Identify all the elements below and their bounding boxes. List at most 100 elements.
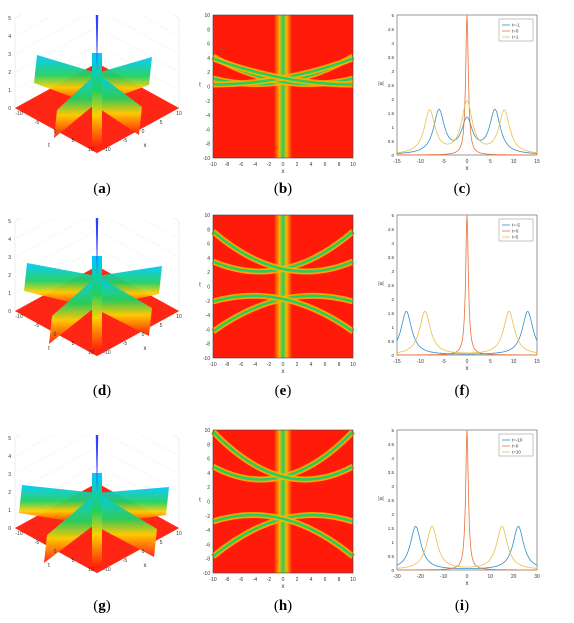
series-line-t=1 [397, 100, 537, 154]
x-tick-label: -2 [267, 362, 272, 368]
soliton-band [212, 513, 354, 558]
y-tick-label: 4 [207, 56, 210, 62]
t-tick-label: 0 [54, 332, 57, 338]
wall-grid [96, 26, 180, 73]
z-tick-label: 3 [8, 255, 11, 261]
y-tick-label: -8 [206, 557, 211, 563]
y-tick-label: -2 [206, 514, 211, 520]
y-tick-label: 2 [207, 70, 210, 76]
x-tick-label: -8 [225, 362, 230, 368]
y-tick-label: 2 [391, 297, 394, 302]
y-tick-label: 4 [207, 256, 210, 262]
x-tick-label: -10 [103, 147, 110, 153]
y-tick-label: 0 [207, 85, 210, 91]
rogue-wave-peak [95, 435, 99, 493]
density-plot-e: 10 8 6 4 2 0 -2 -4 -6 -8 -10-10 -8 -6 -4 -2 0 2 4 6 8 10 x t [199, 213, 356, 375]
y-tick-label: -6 [206, 327, 211, 333]
legend-entry: t=-5 [512, 223, 520, 228]
y-tick-label: -4 [206, 528, 211, 534]
caption-e: (e) [274, 383, 292, 399]
y-tick-label: 1.5 [388, 526, 395, 531]
z-tick-label: 0 [8, 309, 11, 315]
y-tick-label: -8 [206, 142, 211, 148]
x-tick-label: -5 [441, 359, 446, 365]
z-tick-label: 2 [8, 273, 11, 279]
y-tick-label: 1.5 [388, 111, 395, 116]
t-tick-label: 0 [54, 129, 57, 135]
x-axis-label: x [144, 563, 147, 569]
x-tick-label: -5 [123, 138, 128, 144]
line-plot-c: 0 0.5 1 1.5 2 2.5 3 3.5 4 4.5 5 -15 -10 -5 0 5 10 15 x |u| t… [378, 13, 540, 172]
y-tick-label: 4 [207, 471, 210, 477]
t-tick-label: 5 [72, 138, 75, 144]
legend-entry: t=0 [512, 29, 519, 34]
plot-frame [212, 14, 354, 159]
vertical-soliton-band [274, 430, 292, 573]
x-tick-label: 2 [296, 362, 299, 368]
y-tick-label: 1.5 [388, 311, 395, 316]
t-axis-label: t [48, 143, 50, 149]
x-tick-label: -10 [103, 350, 110, 356]
y-tick-label: 3 [391, 269, 394, 274]
wall-grid [14, 15, 87, 55]
x-tick-label: 5 [160, 323, 163, 329]
x-tick-label: -5 [123, 341, 128, 347]
wall-grid [14, 435, 54, 457]
wall-grid [14, 26, 98, 73]
x-tick-label: -10 [209, 362, 216, 368]
wall-grid [107, 218, 180, 258]
x-tick-label: 6 [324, 162, 327, 168]
t-tick-label: -5 [35, 120, 40, 126]
y-tick-label: -6 [206, 127, 211, 133]
series-line-t=5 [397, 310, 537, 354]
x-tick-label: 8 [338, 577, 341, 583]
x-tick-label: -6 [239, 577, 244, 583]
rogue-wave-peak [95, 15, 99, 73]
caption-i: (i) [454, 598, 470, 614]
legend-entry: t=1 [512, 35, 519, 40]
legend-entry: t=0 [512, 444, 519, 449]
caption-g: (g) [93, 598, 111, 614]
t-tick-label: -10 [15, 531, 22, 537]
line-plot-f: 0 0.5 1 1.5 2 2.5 3 3.5 4 4.5 5 -15 -10 -5 0 5 10 15 x |u| t… [378, 213, 540, 372]
y-tick-label: 3 [391, 484, 394, 489]
wall-grid [96, 446, 180, 493]
x-tick-label: -6 [239, 162, 244, 168]
wall-grid [14, 15, 54, 37]
t-tick-label: -10 [15, 314, 22, 320]
central-ridge [92, 53, 102, 148]
t-tick-label: 10 [88, 147, 94, 153]
y-tick-label: -2 [206, 99, 211, 105]
y-tick-label: 6 [207, 457, 210, 463]
rogue-wave-peak [95, 218, 99, 276]
x-axis-label: x [282, 369, 285, 375]
x-tick-label: 10 [350, 362, 356, 368]
x-tick-label: 8 [338, 362, 341, 368]
x-tick-label: 10 [511, 359, 517, 365]
wall-grid [140, 15, 180, 37]
y-tick-label: 4.5 [388, 227, 395, 232]
soliton-ridge [54, 73, 97, 138]
series-line-t=0 [397, 429, 537, 571]
z-tick-label: 1 [8, 88, 11, 94]
z-tick-label: 5 [8, 436, 11, 442]
z-tick-label: 1 [8, 508, 11, 514]
x-tick-label: 10 [176, 111, 182, 117]
legend-box [498, 218, 534, 242]
y-tick-label: 0 [391, 568, 394, 573]
t-tick-label: 5 [72, 558, 75, 564]
x-tick-label: 5 [160, 120, 163, 126]
vertical-soliton-band [274, 215, 292, 358]
x-tick-label: 4 [310, 362, 313, 368]
y-tick-label: -10 [203, 156, 210, 162]
wall-grid [14, 435, 87, 475]
z-tick-label: 4 [8, 454, 11, 460]
x-tick-label: -15 [393, 359, 400, 365]
plot-frame [212, 429, 354, 574]
caption-f: (f) [454, 383, 470, 399]
caption-b: (b) [273, 181, 293, 197]
y-axis-label: t [199, 498, 201, 504]
y-tick-label: 1 [391, 325, 394, 330]
z-tick-label: 0 [8, 526, 11, 532]
y-axis-label: t [199, 283, 201, 289]
